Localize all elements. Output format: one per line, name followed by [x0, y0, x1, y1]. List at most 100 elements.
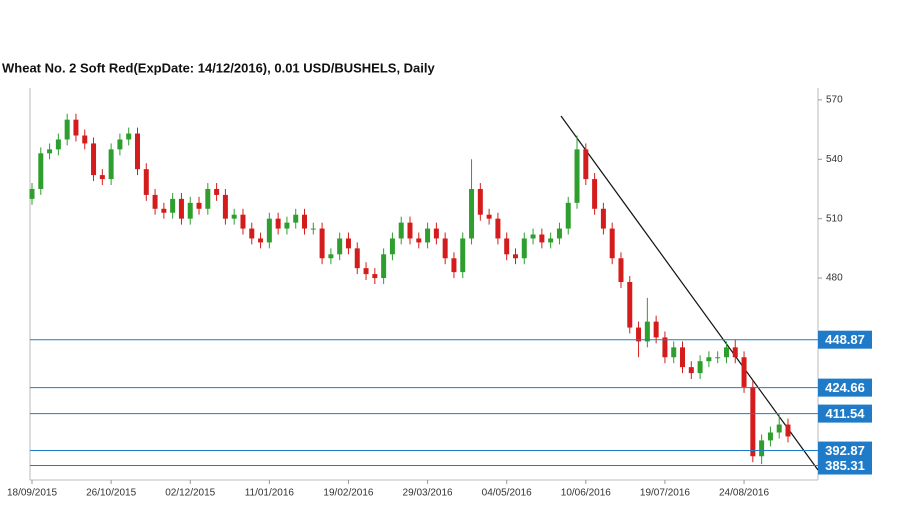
candle-body — [196, 202, 202, 209]
x-tick-label: 18/09/2015 — [7, 488, 57, 499]
candle-body — [574, 149, 580, 203]
candle-body — [143, 169, 149, 195]
candle-body — [530, 234, 536, 239]
candle-body — [653, 321, 659, 338]
chart-title: Wheat No. 2 Soft Red(ExpDate: 14/12/2016… — [2, 60, 436, 75]
candle-body — [565, 202, 571, 229]
candle-body — [504, 238, 510, 255]
candle-body — [108, 149, 114, 180]
candle-body — [548, 238, 554, 243]
candle-body — [302, 214, 308, 229]
candle-body — [389, 238, 395, 255]
candle-body — [99, 175, 105, 180]
candle-body — [152, 194, 158, 209]
candle-body — [29, 188, 35, 199]
candle-body — [372, 274, 378, 279]
candle-body — [495, 218, 501, 239]
level-label: 448.87 — [825, 332, 865, 347]
candle-body — [73, 119, 79, 136]
candle-body — [451, 258, 457, 273]
candle-body — [618, 258, 624, 283]
candle-body — [398, 222, 404, 239]
candle-body — [214, 188, 220, 195]
candle-body — [723, 347, 729, 358]
candle-body — [407, 222, 413, 239]
candle-body — [433, 228, 439, 239]
y-tick-label: 540 — [826, 154, 843, 165]
candle-body — [556, 228, 562, 239]
candle-body — [662, 337, 668, 358]
candle-body — [170, 198, 176, 213]
candle-body — [134, 133, 140, 170]
candle-body — [354, 248, 360, 269]
candle-body — [583, 149, 589, 180]
candle-body — [767, 432, 773, 441]
level-label: 392.87 — [825, 443, 865, 458]
candle-body — [680, 347, 686, 368]
x-tick-label: 26/10/2015 — [86, 488, 136, 499]
candle-body — [47, 149, 53, 154]
candle-body — [688, 367, 694, 374]
x-tick-label: 02/12/2015 — [165, 488, 215, 499]
level-label: 424.66 — [825, 380, 865, 395]
candle-body — [231, 214, 237, 219]
candle-body — [715, 357, 721, 359]
candle-body — [469, 188, 475, 239]
y-tick-label: 480 — [826, 273, 843, 284]
trend-line — [560, 115, 819, 471]
candle-body — [627, 282, 633, 328]
candle-body — [293, 214, 299, 223]
candle-body — [319, 228, 325, 259]
candle-body — [750, 386, 756, 457]
candle-body — [512, 254, 518, 259]
candle-body — [732, 347, 738, 358]
level-box — [818, 378, 872, 397]
candle-body — [266, 218, 272, 243]
candle-body — [759, 440, 765, 457]
level-label: 385.31 — [825, 458, 865, 473]
candle-body — [363, 268, 369, 275]
level-box — [818, 441, 872, 460]
candle-body — [38, 153, 44, 189]
candle-body — [55, 139, 61, 150]
candle-body — [460, 238, 466, 273]
y-tick-label: 510 — [826, 213, 843, 224]
candle-body — [600, 208, 606, 229]
candle-body — [64, 119, 70, 140]
candle-body — [592, 179, 598, 209]
candle-body — [222, 194, 228, 219]
candle-body — [126, 133, 132, 140]
level-label: 411.54 — [825, 406, 865, 421]
x-tick-label: 10/06/2016 — [561, 488, 611, 499]
candle-body — [416, 238, 422, 243]
candle-body — [258, 238, 264, 243]
candle-body — [205, 188, 211, 209]
level-box — [818, 404, 872, 423]
candle-body — [706, 357, 712, 362]
candle-body — [477, 188, 483, 215]
candle-body — [82, 135, 88, 144]
candle-body — [328, 254, 334, 259]
x-tick-label: 04/05/2016 — [482, 488, 532, 499]
candle-body — [240, 214, 246, 229]
x-tick-label: 19/07/2016 — [640, 488, 690, 499]
candle-body — [697, 361, 703, 374]
x-tick-label: 24/08/2016 — [719, 488, 769, 499]
candle-body — [521, 238, 527, 259]
candle-body — [442, 238, 448, 259]
x-tick-label: 29/03/2016 — [403, 488, 453, 499]
candle-body — [345, 238, 351, 249]
candle-body — [161, 208, 167, 213]
y-tick-label: 570 — [826, 95, 843, 106]
candle-body — [337, 238, 343, 255]
candle-body — [539, 234, 545, 243]
candle-body — [486, 214, 492, 219]
candle-body — [776, 424, 782, 433]
candle-body — [381, 254, 387, 279]
candle-body — [671, 347, 677, 358]
candle-body — [609, 228, 615, 259]
candle-body — [91, 143, 97, 176]
candle-body — [644, 321, 650, 342]
candle-body — [425, 228, 431, 243]
